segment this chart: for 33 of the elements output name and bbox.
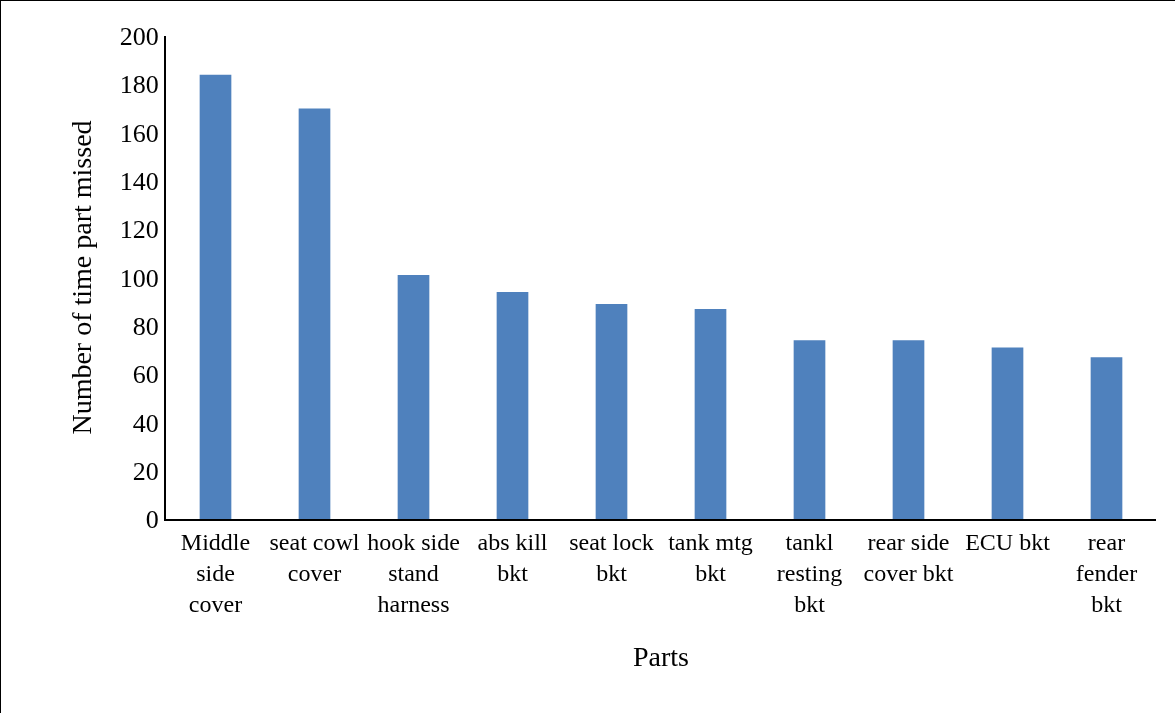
bar (397, 275, 430, 519)
y-tick-label: 100 (119, 263, 159, 293)
x-tick-label: rear side cover bkt (863, 528, 954, 586)
y-tick-label: 20 (132, 456, 159, 486)
x-tick-label: seat lock bkt (569, 528, 654, 586)
x-tick-label: rear fender bkt (1075, 528, 1138, 618)
x-tick-label: tankl resting bkt (776, 528, 843, 618)
bar (1090, 357, 1123, 519)
y-tick-label: 0 (145, 505, 159, 535)
x-tick-label: abs kill bkt (477, 528, 548, 586)
bar (694, 308, 727, 519)
y-axis-title: Number of time part missed (66, 120, 97, 435)
bar (793, 340, 826, 519)
x-axis-title: Parts (633, 640, 689, 672)
y-tick-label: 60 (132, 360, 159, 390)
x-tick-label: hook side stand harness (367, 528, 460, 618)
y-tick-label: 140 (119, 167, 159, 196)
bar (595, 304, 628, 519)
y-tick-label: 40 (132, 408, 159, 438)
bar (892, 340, 925, 519)
x-tick-label: ECU bkt (965, 528, 1051, 555)
y-tick-label: 160 (119, 118, 159, 148)
y-tick-label: 180 (119, 70, 159, 100)
y-tick-label: 200 (119, 22, 159, 52)
x-tick-label: Middle side cover (180, 528, 251, 618)
bar (496, 291, 529, 519)
y-tick-label: 120 (119, 215, 159, 245)
bar (298, 108, 331, 519)
x-tick-label: seat cowl cover (269, 528, 360, 586)
bar (199, 74, 232, 519)
x-tick-label: tank mtg bkt (668, 528, 753, 586)
bar (991, 347, 1024, 519)
y-tick-label: 80 (132, 311, 159, 341)
